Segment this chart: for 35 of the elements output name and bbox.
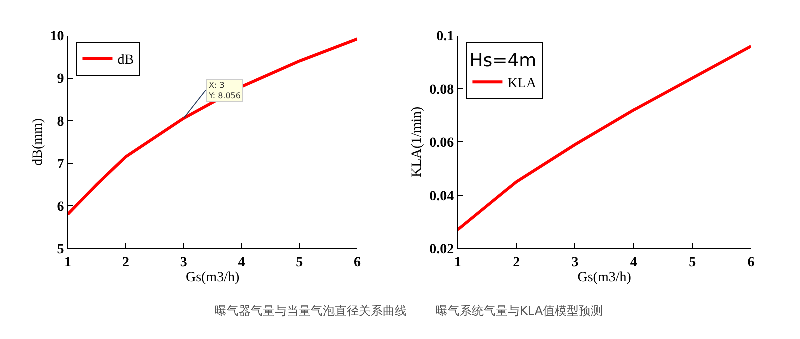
x-tick-label: 2	[122, 255, 130, 270]
legend-label: dB	[118, 53, 134, 68]
y-tick-label: 7	[57, 157, 64, 172]
y-axis-title: KLA(1/min)	[410, 106, 426, 178]
y-tick-label: 9	[57, 72, 64, 88]
y-tick-label: 0.1	[436, 30, 454, 45]
x-tick-label: 5	[689, 255, 696, 270]
x-tick-label: 6	[354, 255, 362, 270]
y-tick-label: 0.06	[430, 136, 454, 152]
legend-label: KLA	[508, 76, 538, 92]
y-tick-label: 6	[57, 200, 64, 215]
text: 曝气器气量与当量气泡直径关系曲线	[215, 304, 407, 318]
text: 曝气系统气量与KLA值模型预测	[436, 304, 604, 318]
x-tick-label: 5	[296, 255, 304, 270]
x-tick-label: 1	[454, 255, 462, 270]
y-tick-label: 8	[57, 114, 64, 130]
x-tick-label: 4	[630, 255, 638, 270]
line-series	[458, 44, 752, 232]
x-axis-title: Gs(m3/h)	[186, 270, 240, 286]
x-tick-label: 2	[513, 255, 520, 270]
x-tick-label: 3	[572, 255, 579, 270]
y-tick-label: 10	[50, 30, 64, 45]
annotation: X: 3 Y: 8.056	[208, 81, 241, 100]
x-tick-label: 1	[64, 255, 72, 270]
y-tick-label: 0.02	[430, 242, 454, 258]
x-tick-label: 6	[748, 255, 755, 270]
legend-title: Hs=4m	[470, 50, 537, 72]
x-tick-label: 3	[180, 255, 188, 270]
y-tick-label: 5	[57, 242, 64, 258]
y-axis-title: dB(mm)	[30, 118, 46, 166]
y-tick-label: 0.04	[430, 189, 454, 204]
x-tick-label: 4	[238, 255, 246, 270]
x-axis-title: Gs(m3/h)	[578, 270, 632, 286]
line-series	[68, 38, 358, 216]
y-tick-label: 0.08	[430, 82, 454, 98]
